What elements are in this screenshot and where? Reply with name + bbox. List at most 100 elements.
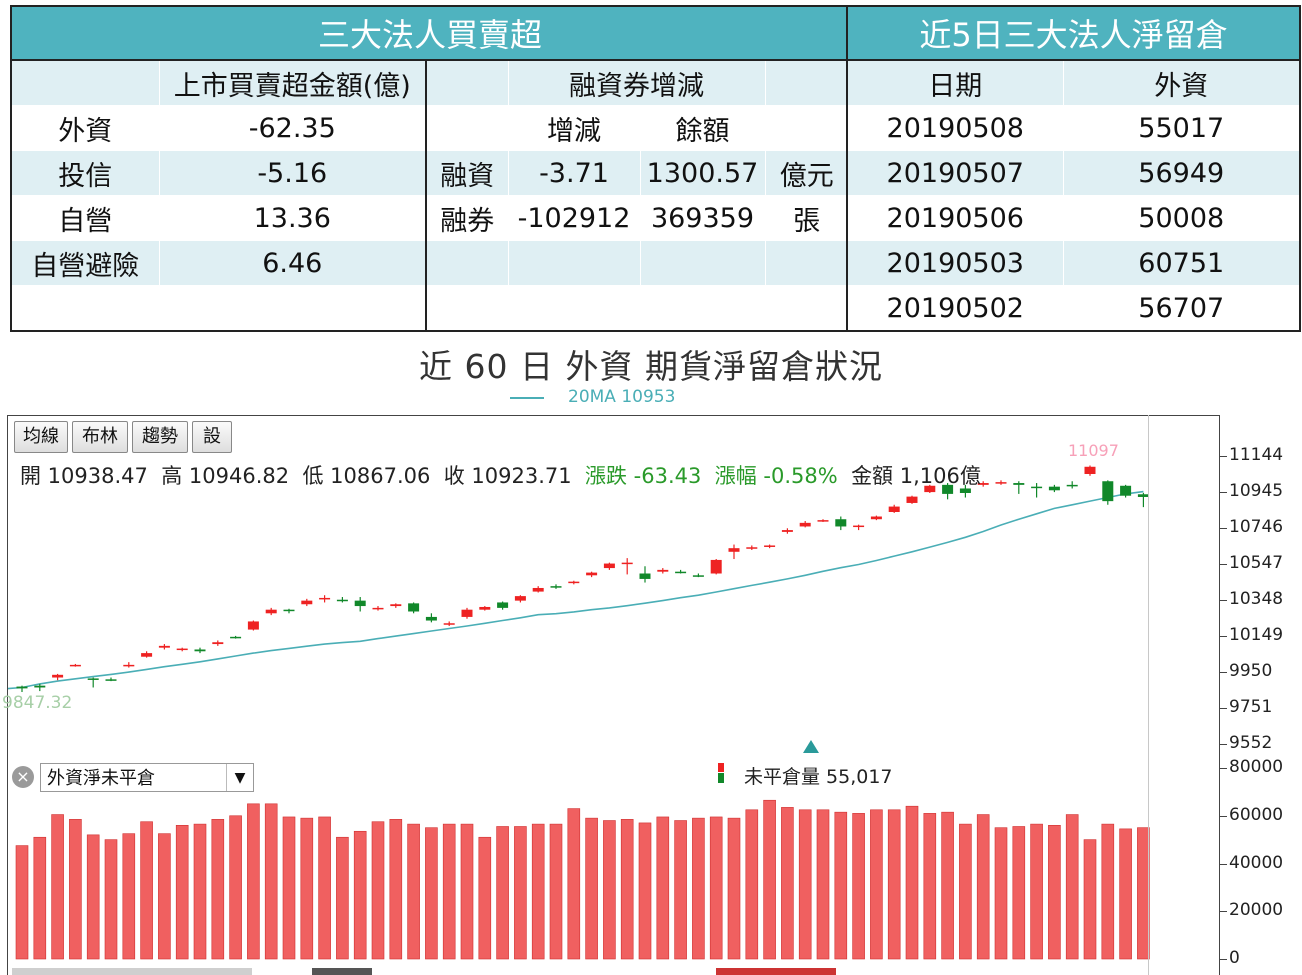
open-interest-bar (941, 811, 954, 960)
candle-body (158, 645, 170, 648)
row-change (507, 240, 641, 286)
candle-body (443, 623, 455, 625)
axis-tick (1220, 492, 1227, 493)
row-name: 外資 (10, 105, 160, 151)
summary-tables: 三大法人買賣超 上市買賣超金額(億) 融資券增減 外資 -62.35 增減 餘額… (10, 5, 1301, 332)
row-mtype (425, 285, 509, 332)
open-interest-bar (763, 799, 776, 960)
table-row: 20190502 56707 (846, 285, 1301, 332)
row-unit (764, 285, 850, 332)
row-value: 50008 (1062, 195, 1301, 241)
open-interest-bar (852, 813, 865, 960)
open-interest-legend: 未平倉量 55,017 (744, 766, 893, 788)
axis-tick (1220, 564, 1227, 565)
chart-title: 近 60 日 外資 期貨淨留倉狀況 (419, 347, 883, 386)
open-interest-bar (460, 823, 474, 960)
toolbar-bollinger-button[interactable]: 布林 (72, 421, 128, 453)
candle-body (888, 506, 900, 512)
open-interest-bar (798, 809, 812, 960)
crosshair-line (1148, 415, 1149, 975)
candle-body (728, 548, 740, 552)
row-mtype: 融資 (425, 150, 509, 196)
row-name: 投信 (10, 150, 160, 196)
row-change (507, 285, 641, 332)
row-change: -3.71 (507, 150, 641, 196)
axis-tick (1220, 456, 1227, 457)
price-tick-label: 9552 (1229, 733, 1273, 753)
open-interest-bar (86, 834, 100, 960)
change-value: 漲跌 -63.43 (585, 464, 702, 488)
axis-tick (1220, 863, 1227, 865)
row-date: 20190503 (846, 240, 1064, 286)
price-chart-panel[interactable] (7, 415, 1220, 756)
row-mtype: 融券 (425, 195, 509, 241)
candle-body (425, 616, 437, 621)
col-amount-header: 上市買賣超金額(億) (158, 59, 427, 106)
open-interest-bar (442, 823, 456, 960)
candle-body (336, 599, 348, 602)
axis-tick (1220, 672, 1227, 673)
table-row: 20190507 56949 (846, 150, 1301, 196)
legend-swatch-icon (718, 763, 724, 783)
row-mtype (425, 105, 509, 151)
open-interest-bar (1030, 823, 1043, 960)
close-icon[interactable]: × (12, 766, 34, 788)
toolbar-trend-button[interactable]: 趨勢 (132, 421, 188, 453)
candle-body (514, 596, 526, 601)
open-interest-bar (994, 827, 1008, 960)
table-row: 投信 -5.16 融資 -3.71 1300.57 億元 (10, 150, 850, 196)
open-interest-bar (870, 809, 883, 960)
price-tick-label: 11144 (1229, 445, 1284, 465)
candle-body (977, 483, 989, 485)
col-margin-header: 融資券增減 (507, 59, 766, 106)
open-interest-bar (158, 833, 171, 960)
row-name (10, 285, 160, 332)
candle-body (230, 636, 242, 639)
indicator-select[interactable]: 外資淨未平倉 ▼ (40, 763, 254, 792)
candle-body (603, 563, 615, 569)
volume-tick-label: 60000 (1229, 804, 1284, 825)
open-interest-bar (229, 815, 242, 960)
candle-body (710, 559, 722, 574)
candle-body (283, 609, 295, 612)
amount-value: 金額 1,106億 (851, 464, 981, 488)
candle-body (568, 581, 580, 584)
row-date: 20190507 (846, 150, 1064, 196)
open-interest-bar (15, 845, 29, 960)
open-interest-bar (318, 816, 331, 960)
price-tick-label: 10547 (1229, 553, 1284, 573)
table-row: 20190508 55017 (846, 105, 1301, 151)
toolbar-settings-button[interactable]: 設 (192, 421, 232, 453)
candle-body (1048, 486, 1060, 491)
chevron-down-icon[interactable]: ▼ (226, 764, 253, 791)
row-change: -102912 (507, 195, 641, 241)
row-date: 20190506 (846, 195, 1064, 241)
open-interest-bar (371, 821, 385, 960)
candle-body (105, 679, 117, 681)
candle-body (692, 575, 704, 577)
candle-body (835, 519, 847, 527)
axis-tick (1220, 744, 1227, 745)
candle-body (870, 516, 882, 520)
row-value: 56949 (1062, 150, 1301, 196)
institutional-table-title: 三大法人買賣超 (10, 5, 850, 61)
open-interest-bar (353, 830, 367, 960)
candle-body (265, 609, 277, 614)
open-interest-bar (69, 819, 82, 960)
candle-body (247, 621, 259, 630)
candle-body (34, 685, 46, 688)
toolbar-ma-button[interactable]: 均線 (14, 421, 68, 453)
open-interest-bar (1119, 828, 1132, 960)
pct-value: 漲幅 -0.58% (714, 464, 838, 488)
candle-body (942, 484, 954, 494)
row-name: 自營避險 (10, 240, 160, 286)
next-panel-select[interactable] (12, 968, 252, 975)
open-interest-bar (336, 836, 349, 960)
candle-body (141, 653, 153, 657)
sub-balance-header: 餘額 (639, 105, 766, 151)
row-balance (639, 240, 766, 286)
candle-body (301, 600, 313, 605)
table-row: 自營避險 6.46 (10, 240, 850, 286)
open-interest-bar (834, 811, 848, 960)
ma20-line (8, 490, 1144, 690)
